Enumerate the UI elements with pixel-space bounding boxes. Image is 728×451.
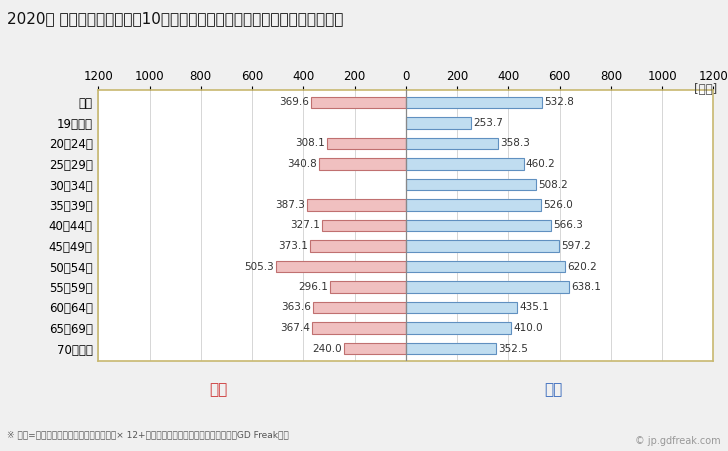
Text: 308.1: 308.1	[295, 138, 325, 148]
Text: 340.8: 340.8	[287, 159, 317, 169]
Bar	[406, 138, 498, 149]
Text: 369.6: 369.6	[280, 97, 309, 107]
Bar	[406, 97, 542, 108]
Text: 620.2: 620.2	[567, 262, 597, 272]
Text: 296.1: 296.1	[298, 282, 328, 292]
Bar	[406, 117, 471, 129]
Text: 363.6: 363.6	[281, 303, 311, 313]
Text: 男性: 男性	[544, 382, 563, 398]
Text: 638.1: 638.1	[571, 282, 601, 292]
Text: 327.1: 327.1	[290, 221, 320, 230]
Text: 410.0: 410.0	[513, 323, 542, 333]
Text: 240.0: 240.0	[312, 344, 342, 354]
Bar	[311, 97, 406, 108]
Bar	[310, 240, 406, 252]
Text: 2020年 民間企業（従業者数10人以上）フルタイム労働者の男女別平均年収: 2020年 民間企業（従業者数10人以上）フルタイム労働者の男女別平均年収	[7, 11, 344, 26]
Text: 435.1: 435.1	[520, 303, 550, 313]
Bar	[312, 302, 406, 313]
Bar	[319, 158, 406, 170]
Bar	[406, 322, 511, 334]
Bar	[406, 281, 569, 293]
Text: 358.3: 358.3	[499, 138, 530, 148]
Text: 367.4: 367.4	[280, 323, 309, 333]
Text: 女性: 女性	[209, 382, 228, 398]
Bar	[322, 220, 406, 231]
Text: 460.2: 460.2	[526, 159, 555, 169]
Text: 526.0: 526.0	[543, 200, 572, 210]
Bar	[406, 158, 524, 170]
Text: 532.8: 532.8	[545, 97, 574, 107]
Bar	[406, 199, 541, 211]
Bar	[406, 240, 559, 252]
Bar	[406, 302, 518, 313]
Bar	[277, 261, 406, 272]
Text: ※ 年収=「きまって支給する現金給与額」× 12+「年間賞与その他特別給与額」としてGD Freak推計: ※ 年収=「きまって支給する現金給与額」× 12+「年間賞与その他特別給与額」と…	[7, 431, 289, 440]
Bar	[327, 138, 406, 149]
Text: © jp.gdfreak.com: © jp.gdfreak.com	[635, 437, 721, 446]
Bar	[406, 343, 496, 354]
Text: 508.2: 508.2	[538, 179, 568, 189]
Bar	[330, 281, 406, 293]
Bar	[406, 261, 565, 272]
Text: 505.3: 505.3	[245, 262, 274, 272]
Bar	[312, 322, 406, 334]
Text: 253.7: 253.7	[473, 118, 503, 128]
Bar	[306, 199, 406, 211]
Bar	[344, 343, 406, 354]
Text: 387.3: 387.3	[274, 200, 304, 210]
Text: 373.1: 373.1	[278, 241, 308, 251]
Text: [万円]: [万円]	[694, 83, 717, 97]
Bar	[406, 220, 551, 231]
Text: 352.5: 352.5	[498, 344, 528, 354]
Bar	[406, 179, 536, 190]
Text: 566.3: 566.3	[553, 221, 583, 230]
Text: 597.2: 597.2	[561, 241, 591, 251]
